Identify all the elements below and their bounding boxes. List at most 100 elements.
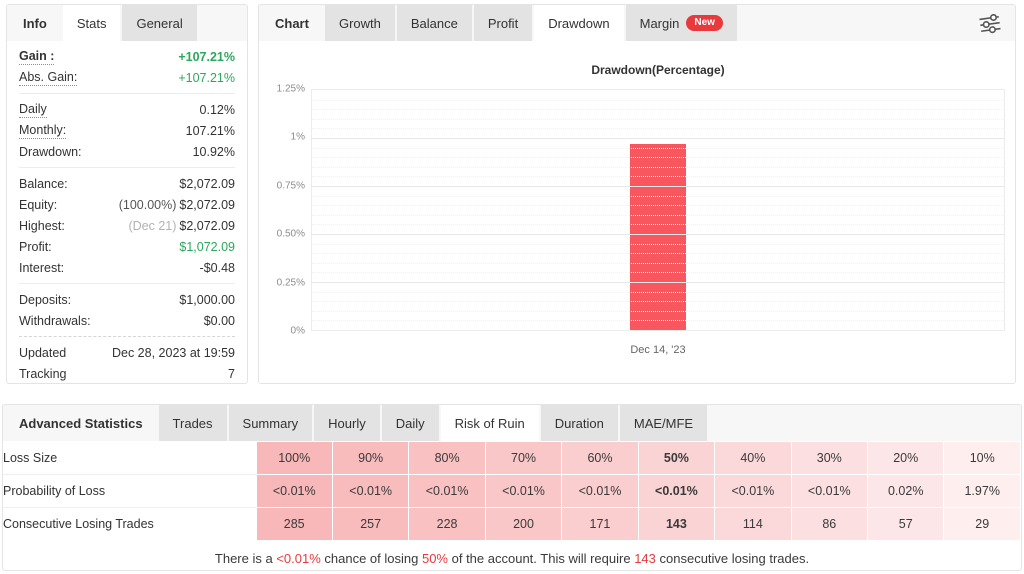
table-cell: 70% — [484, 441, 563, 475]
gridline-minor — [312, 253, 1004, 255]
gridline-minor — [312, 118, 1004, 120]
panel-label-chart: Chart — [261, 5, 323, 41]
table-row-loss-size: Loss Size 100% 90% 80% 70% 60% 50% 40% 30% 20% 10% — [3, 441, 1021, 475]
tab-profit[interactable]: Profit — [473, 5, 533, 41]
table-cell: 40% — [714, 441, 792, 475]
gridline-minor — [312, 166, 1004, 168]
gridline-minor — [312, 205, 1004, 207]
stat-row-equity: Equity: (100.00%) $2,072.09 — [19, 194, 235, 215]
tab-text: Margin — [639, 15, 680, 31]
stat-row-deposits: Deposits: $1,000.00 — [19, 289, 235, 310]
gridline-major — [312, 234, 1004, 235]
stat-group: Daily 0.12% Monthly: 107.21% Drawdown: 10.92% — [19, 93, 235, 167]
tab-general[interactable]: General — [122, 5, 197, 41]
stat-row-withdrawals: Withdrawals: $0.00 — [19, 310, 235, 331]
row-label: Probability of Loss — [3, 474, 256, 508]
stat-row-tracking: Tracking 7 — [19, 363, 235, 383]
summary-highlight-value: 143 — [634, 551, 656, 566]
table-cell: 114 — [714, 507, 792, 541]
table-cell: 86 — [790, 507, 869, 541]
tab-mae-mfe[interactable]: MAE/MFE — [619, 405, 708, 441]
tab-text: General — [136, 15, 183, 31]
y-tick-label: 0.50% — [276, 228, 305, 240]
stat-label: Tracking — [19, 366, 67, 381]
stat-row-balance: Balance: $2,072.09 — [19, 173, 235, 194]
table-cell: 10% — [943, 441, 1021, 475]
table-cell: 57 — [866, 507, 945, 541]
tab-stats[interactable]: Stats — [62, 5, 121, 41]
tab-trades[interactable]: Trades — [158, 405, 227, 441]
stat-value: Dec 28, 2023 at 19:59 — [112, 346, 235, 360]
tab-duration[interactable]: Duration — [540, 405, 618, 441]
tab-drawdown[interactable]: Drawdown — [534, 5, 624, 41]
gridline-minor — [312, 310, 1004, 312]
stat-value: +107.21% — [178, 50, 235, 64]
tab-text: MAE/MFE — [633, 415, 694, 431]
table-cell: 171 — [561, 507, 639, 541]
risk-of-ruin-table: Loss Size 100% 90% 80% 70% 60% 50% 40% 30% 20% 10%… — [3, 441, 1021, 541]
chart-settings-sliders-icon[interactable] — [975, 9, 1004, 38]
tab-growth[interactable]: Growth — [324, 5, 395, 41]
y-tick-label: 0.75% — [276, 180, 305, 192]
tab-text: Balance — [410, 15, 458, 31]
table-cell: 100% — [255, 441, 333, 475]
table-cell: 285 — [255, 507, 333, 541]
table-cell: <0.01% — [331, 474, 410, 508]
stat-value-main: -$0.48 — [199, 260, 235, 275]
chart-panel-tabs: Chart Growth Balance Profit Drawdown Margin Ne… — [259, 5, 1015, 41]
stat-value: -$0.48 — [200, 261, 235, 275]
stat-value-main: 107.21% — [185, 123, 235, 138]
stat-label: Withdrawals: — [19, 313, 91, 328]
table-cell: 257 — [331, 507, 410, 541]
stat-label: Deposits: — [19, 292, 72, 307]
stat-value: (Dec 21) $2,072.09 — [128, 219, 235, 233]
gridline-major — [312, 186, 1004, 187]
stat-row-daily: Daily 0.12% — [19, 99, 235, 120]
tab-text: Hourly — [328, 415, 366, 431]
chart-title: Drawdown(Percentage) — [591, 63, 725, 77]
row-label: Loss Size — [3, 450, 58, 465]
summary-highlight-value: 50% — [421, 551, 448, 566]
stat-group: Deposits: $1,000.00 Withdrawals: $0.00 — [19, 283, 235, 336]
tab-text: Advanced Statistics — [19, 415, 143, 431]
chart-plot-area: Dec 14, '23 — [311, 89, 1005, 356]
table-row-probability-of-loss: Probability of Loss <0.01% <0.01% <0.01% <0.… — [3, 474, 1021, 508]
stat-value-main: $2,072.09 — [179, 197, 235, 212]
table-cell: 143 — [637, 507, 716, 541]
tab-text: Risk of Ruin — [454, 415, 525, 431]
stat-value-main: 10.92% — [192, 144, 235, 159]
summary-text: consecutive losing trades. — [655, 551, 810, 566]
stat-value-prefix: (100.00%) — [118, 197, 177, 212]
stat-label: Balance: — [19, 176, 68, 191]
stat-row-updated: Updated Dec 28, 2023 at 19:59 — [19, 342, 235, 363]
stat-group: Gain : +107.21% Abs. Gain: +107.21% — [19, 41, 235, 93]
tab-risk-of-ruin[interactable]: Risk of Ruin — [440, 405, 539, 441]
tab-summary[interactable]: Summary — [228, 405, 313, 441]
tab-text: Profit — [487, 15, 519, 31]
summary-highlight-value: <0.01% — [276, 551, 321, 566]
stat-group: Updated Dec 28, 2023 at 19:59 Tracking 7 — [19, 336, 235, 383]
tab-text: Drawdown — [548, 15, 610, 31]
tab-margin[interactable]: Margin New — [625, 5, 737, 41]
table-cell: 0.02% — [866, 474, 945, 508]
stat-row-drawdown: Drawdown: 10.92% — [19, 141, 235, 162]
summary-text: of the account. This will require — [448, 551, 635, 566]
y-tick-label: 1% — [290, 131, 305, 143]
gridline-major — [312, 282, 1004, 283]
table-cell: 20% — [866, 441, 945, 475]
stat-value-main: $2,072.09 — [179, 218, 235, 233]
tab-hourly[interactable]: Hourly — [314, 405, 380, 441]
tab-text: Growth — [338, 15, 381, 31]
panel-label-advanced-statistics: Advanced Statistics — [5, 405, 157, 441]
stat-label: Abs. Gain: — [19, 69, 78, 86]
table-cell: 1.97% — [943, 474, 1021, 508]
chart-y-axis: 1.25% 1% 0.75% 0.50% 0.25% 0% — [259, 84, 305, 337]
tab-daily[interactable]: Daily — [381, 405, 439, 441]
y-tick-label: 0.25% — [276, 277, 305, 289]
stat-label: Updated — [19, 345, 67, 360]
tab-balance[interactable]: Balance — [396, 5, 472, 41]
drawdown-bar — [630, 143, 686, 330]
table-cell: 90% — [331, 441, 410, 475]
stat-value-main: 0.12% — [199, 102, 235, 117]
stat-value-main: $0.00 — [203, 313, 235, 328]
